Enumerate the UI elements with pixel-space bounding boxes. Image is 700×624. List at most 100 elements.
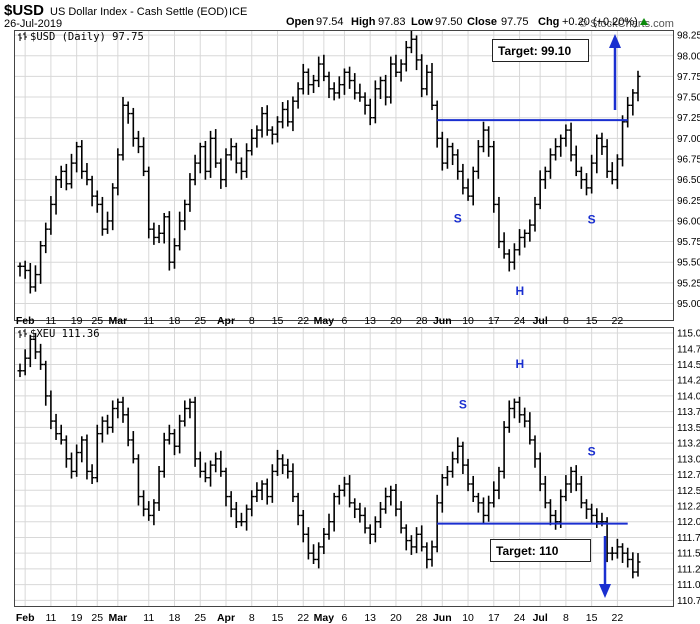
usd-x-tick-label: Apr: [217, 315, 235, 327]
xeu-y-tick-label: 111.25: [677, 564, 700, 575]
usd-x-tick-label: 15: [586, 315, 598, 327]
usd-ohlc-bar: [511, 243, 517, 270]
xeu-ohlc-bar: [285, 458, 291, 479]
usd-ohlc-bar: [285, 100, 291, 127]
xeu-ohlc-bar: [429, 540, 435, 567]
xeu-y-tick-label: 111.50: [677, 549, 700, 560]
usd-ohlc-bar: [486, 126, 492, 157]
usd-y-tick-label: 97.25: [677, 113, 700, 124]
usd-ohlc-bar: [269, 126, 275, 145]
xeu-ohlc-bar: [151, 499, 157, 526]
xeu-panel-label: $XEU 111.36: [30, 328, 100, 340]
xeu-ohlc-bar: [192, 396, 198, 467]
usd-ohlc-bar: [130, 107, 136, 147]
usd-ohlc-bar: [311, 74, 317, 94]
usd-ohlc-bar: [172, 238, 177, 269]
usd-ohlc-bar: [316, 56, 322, 88]
xeu-y-tick-label: 115.00: [677, 329, 700, 340]
xeu-ohlc-bar: [563, 475, 569, 502]
xeu-x-tick-label: 6: [342, 612, 348, 624]
xeu-ohlc-bar: [305, 527, 311, 560]
usd-target-label: Target: 99.10: [498, 44, 571, 58]
xeu-ohlc-bar: [620, 543, 626, 563]
brand-watermark: © StockCharts.com: [579, 18, 674, 30]
xeu-x-tick-label: Feb: [16, 612, 35, 624]
xeu-ohlc-bar: [115, 398, 121, 419]
usd-x-tick-label: 11: [143, 315, 154, 327]
xeu-ohlc-bar: [197, 451, 203, 478]
xeu-ohlc-bar: [481, 497, 486, 524]
usd-ohlc-bar: [589, 154, 595, 194]
instrument-name: US Dollar Index - Cash Settle (EOD): [50, 6, 228, 18]
usd-ohlc-bar: [568, 122, 574, 162]
xeu-pattern-label-s: S: [588, 444, 596, 458]
xeu-ohlc-bar: [79, 436, 85, 463]
xeu-ohlc-bar: [584, 499, 589, 519]
usd-ohlc-bar: [542, 166, 548, 189]
xeu-ohlc-bar: [94, 424, 100, 483]
usd-ohlc-bar: [89, 175, 95, 207]
xeu-ohlc-bar: [275, 449, 280, 476]
xeu-ohlc-bar: [444, 465, 450, 486]
xeu-ohlc-bar: [578, 475, 584, 509]
xeu-x-tick-label: Mar: [109, 612, 128, 624]
xeu-y-tick-label: 112.25: [677, 501, 700, 512]
xeu-ohlc-bar: [125, 407, 131, 447]
usd-x-tick-label: Feb: [16, 315, 35, 327]
usd-ohlc-bar: [74, 141, 80, 173]
xeu-y-tick-label: 111.00: [677, 580, 700, 591]
xeu-y-tick-label: 113.00: [677, 454, 700, 465]
xeu-x-tick-label: 8: [563, 612, 569, 624]
usd-ohlc-bar: [625, 96, 631, 128]
usd-x-tick-label: 25: [194, 315, 206, 327]
usd-y-tick-label: 96.25: [677, 196, 700, 207]
usd-ohlc-bar: [398, 59, 404, 82]
usd-ohlc-bar: [352, 73, 358, 100]
usd-ohlc-bar: [614, 154, 620, 189]
usd-ohlc-bar: [125, 101, 131, 124]
usd-ohlc-bar: [244, 143, 250, 178]
usd-ohlc-bar: [336, 76, 342, 99]
xeu-ohlc-bar: [614, 538, 620, 559]
xeu-ohlc-bar: [625, 547, 631, 568]
usd-ohlc-bar: [501, 232, 507, 259]
xeu-ohlc-bar: [311, 544, 317, 565]
xeu-target-label: Target: 110: [496, 544, 559, 558]
xeu-ohlc-bar: [264, 478, 270, 505]
xeu-y-tick-label: 111.75: [677, 533, 700, 544]
xeu-ohlc-bar: [74, 444, 80, 477]
usd-ohlc-bar: [594, 134, 600, 174]
xeu-x-tick-label: 25: [91, 612, 103, 624]
xeu-ohlc-bar: [558, 489, 564, 529]
usd-ohlc-bar: [151, 222, 157, 245]
usd-ohlc-bar: [197, 142, 203, 174]
usd-ohlc-bar: [275, 116, 280, 143]
usd-y-tick-label: 97.75: [677, 72, 700, 83]
usd-ohlc-bar: [115, 148, 121, 196]
xeu-ohlc-bar: [378, 501, 383, 529]
xeu-y-tick-label: 114.00: [677, 391, 700, 402]
xeu-ohlc-bar: [383, 487, 389, 514]
usd-ohlc-bar: [223, 148, 229, 188]
xeu-ohlc-bar: [460, 441, 466, 475]
xeu-ohlc-bar: [17, 363, 23, 378]
usd-y-tick-label: 95.25: [677, 278, 700, 289]
xeu-ohlc-bar: [156, 465, 162, 511]
xeu-ohlc-bar: [172, 429, 177, 456]
xeu-ohlc-bar: [213, 452, 219, 473]
usd-ohlc-bar: [213, 129, 219, 168]
usd-x-tick-label: 8: [249, 315, 255, 327]
xeu-ohlc-bar: [146, 501, 152, 521]
usd-ohlc-bar: [305, 68, 311, 95]
usd-x-tick-label: 20: [390, 315, 402, 327]
xeu-ohlc-bar: [511, 398, 517, 419]
xeu-ohlc-bar: [589, 503, 595, 524]
usd-y-tick-label: 95.00: [677, 299, 700, 310]
low-label: Low: [411, 16, 433, 28]
xeu-ohlc-bar: [182, 400, 188, 427]
xeu-x-tick-label: 22: [612, 612, 624, 624]
xeu-ohlc-bar: [38, 343, 44, 370]
chart-date: 26-Jul-2019: [4, 18, 62, 30]
xeu-ohlc-bar: [630, 552, 636, 579]
xeu-ohlc-bar: [573, 465, 579, 492]
